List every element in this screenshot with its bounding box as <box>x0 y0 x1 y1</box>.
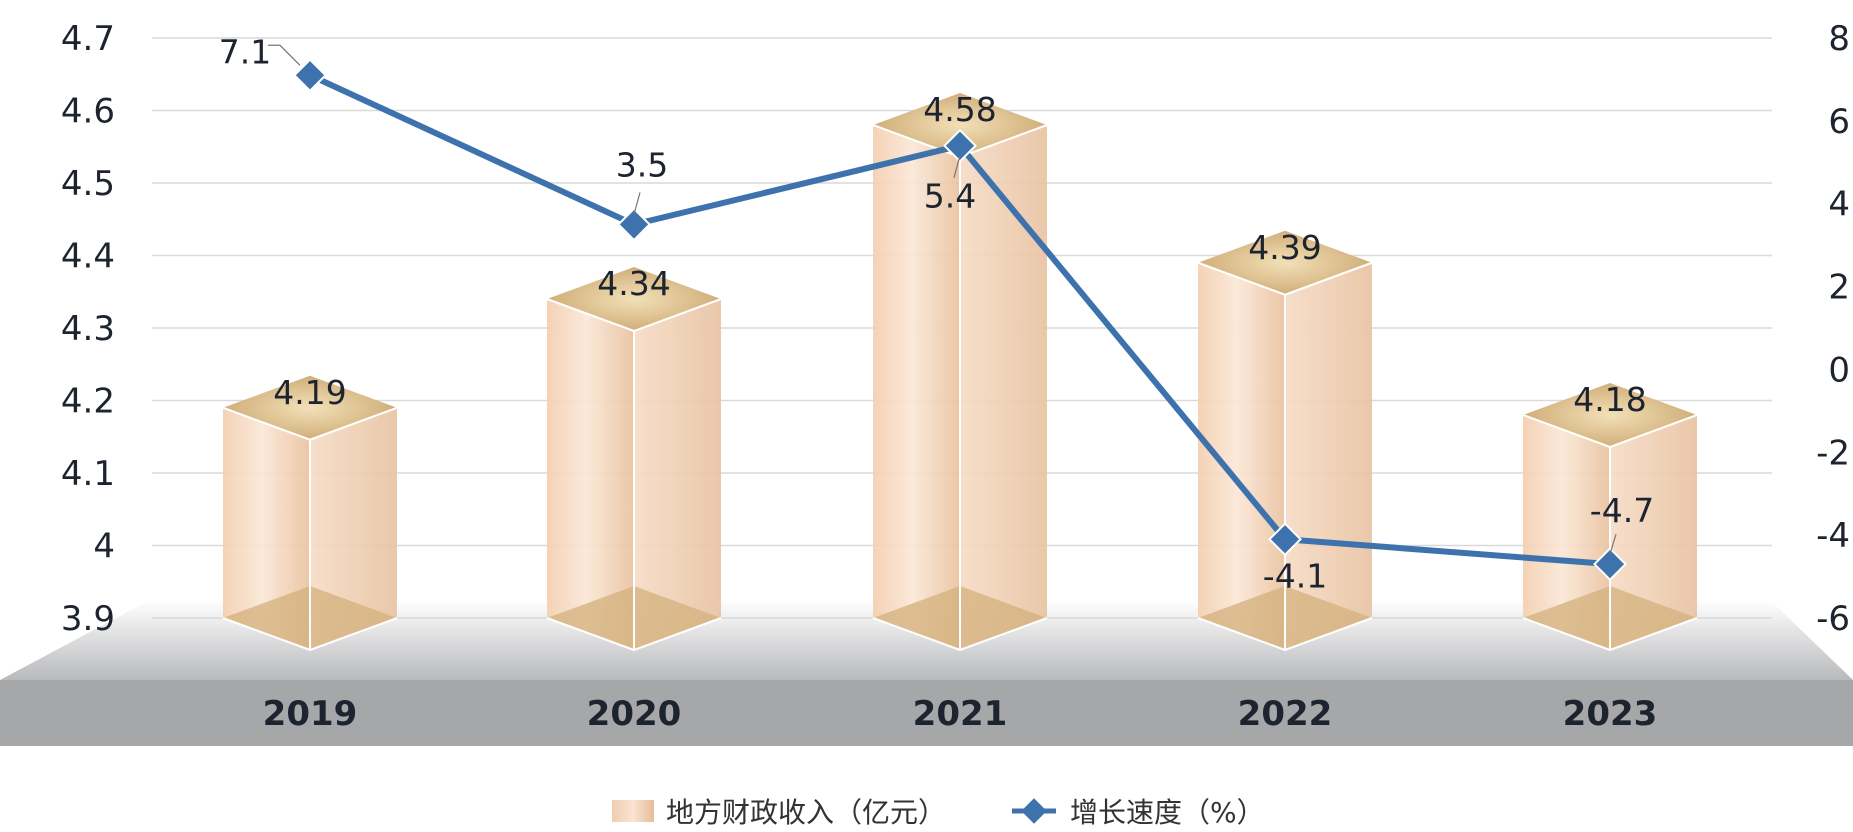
legend-line-marker <box>1021 798 1047 824</box>
right-tick-label: 0 <box>1828 350 1850 390</box>
left-tick-label: 4.6 <box>61 92 115 132</box>
left-tick-label: 4.7 <box>61 19 115 59</box>
growth-value-label: -4.1 <box>1263 556 1327 595</box>
right-tick-label: -6 <box>1816 599 1850 639</box>
right-axis-ticks: 8 6 4 2 0 -2 -4 -6 <box>1816 19 1850 639</box>
leader-line <box>953 155 961 178</box>
left-tick-label: 4.4 <box>61 237 115 277</box>
growth-marker <box>1268 522 1302 557</box>
left-tick-label: 4.3 <box>61 309 115 349</box>
bar-edge <box>222 617 398 652</box>
left-tick-label: 4.1 <box>61 454 115 494</box>
left-tick-label: 4.5 <box>61 164 115 204</box>
bars <box>222 93 1698 652</box>
bar <box>872 93 1048 652</box>
bar-face-right <box>1285 262 1372 650</box>
category-label: 2021 <box>913 694 1008 734</box>
bar-face-right <box>310 407 397 650</box>
growth-marker <box>1593 547 1627 582</box>
bar-edge <box>222 406 398 441</box>
right-tick-label: -4 <box>1816 516 1850 556</box>
right-tick-label: 2 <box>1828 268 1850 308</box>
bar <box>222 375 398 652</box>
bar-face-right <box>1610 415 1697 650</box>
bar-value-label: 4.39 <box>1248 228 1321 267</box>
growth-marker <box>617 207 651 242</box>
category-label: 2019 <box>263 694 358 734</box>
bar-edge <box>546 617 722 652</box>
bar-face-left <box>223 407 310 650</box>
bar-face-left <box>547 299 634 650</box>
leader-line <box>268 44 301 66</box>
chart-floor <box>0 600 1853 680</box>
data-labels: 4.19 4.34 4.58 4.39 4.18 7.1 3.5 5.4 -4.1 -4.7 <box>219 32 1654 595</box>
growth-line <box>293 58 1627 582</box>
left-tick-label: 3.9 <box>61 599 115 639</box>
right-tick-label: -2 <box>1816 433 1850 473</box>
left-tick-label: 4.2 <box>61 382 115 422</box>
legend-line-label: 增长速度（%） <box>1070 796 1265 829</box>
category-label: 2023 <box>1563 694 1658 734</box>
bar <box>1197 230 1373 652</box>
right-tick-label: 6 <box>1828 102 1850 142</box>
left-tick-label: 4 <box>93 527 115 567</box>
chart-floor-band <box>0 680 1853 746</box>
left-axis-ticks: 4.7 4.6 4.5 4.4 4.3 4.2 4.1 4 3.9 <box>61 19 115 639</box>
bar-edge <box>1522 414 1698 449</box>
leader-line <box>633 192 641 215</box>
bar-value-label: 4.34 <box>597 264 670 303</box>
bar-edge <box>1522 617 1698 652</box>
bar-face-left <box>873 125 960 650</box>
bar-edge <box>546 298 722 333</box>
legend-bar-label: 地方财政收入（亿元） <box>666 796 946 829</box>
leader-line <box>1609 533 1617 555</box>
bar-value-label: 4.18 <box>1573 380 1646 419</box>
category-label: 2022 <box>1238 694 1333 734</box>
bar <box>1522 383 1698 652</box>
bar-face-right <box>634 299 721 650</box>
growth-marker <box>943 128 977 163</box>
bar-value-label: 4.58 <box>923 90 996 129</box>
category-label: 2020 <box>587 694 682 734</box>
right-tick-label: 8 <box>1828 19 1850 59</box>
bar-edge <box>872 617 1048 652</box>
legend: 地方财政收入（亿元） 增长速度（%） <box>612 796 1265 829</box>
bar-face-left <box>1523 415 1610 650</box>
right-tick-label: 4 <box>1828 185 1850 225</box>
bar-face-left <box>1198 262 1285 650</box>
bar-value-label: 4.19 <box>273 373 346 412</box>
growth-value-label: 5.4 <box>924 177 976 216</box>
bar-edge <box>1197 261 1373 296</box>
growth-value-label: 3.5 <box>616 145 668 184</box>
legend-bar-swatch <box>612 800 654 822</box>
bar <box>546 267 722 652</box>
growth-marker <box>293 58 327 93</box>
bar-face-right <box>960 125 1047 650</box>
growth-value-label: 7.1 <box>219 32 271 71</box>
growth-value-label: -4.7 <box>1590 491 1654 530</box>
category-labels: 2019 2020 2021 2022 2023 <box>263 694 1658 734</box>
bar-edge <box>1197 617 1373 652</box>
